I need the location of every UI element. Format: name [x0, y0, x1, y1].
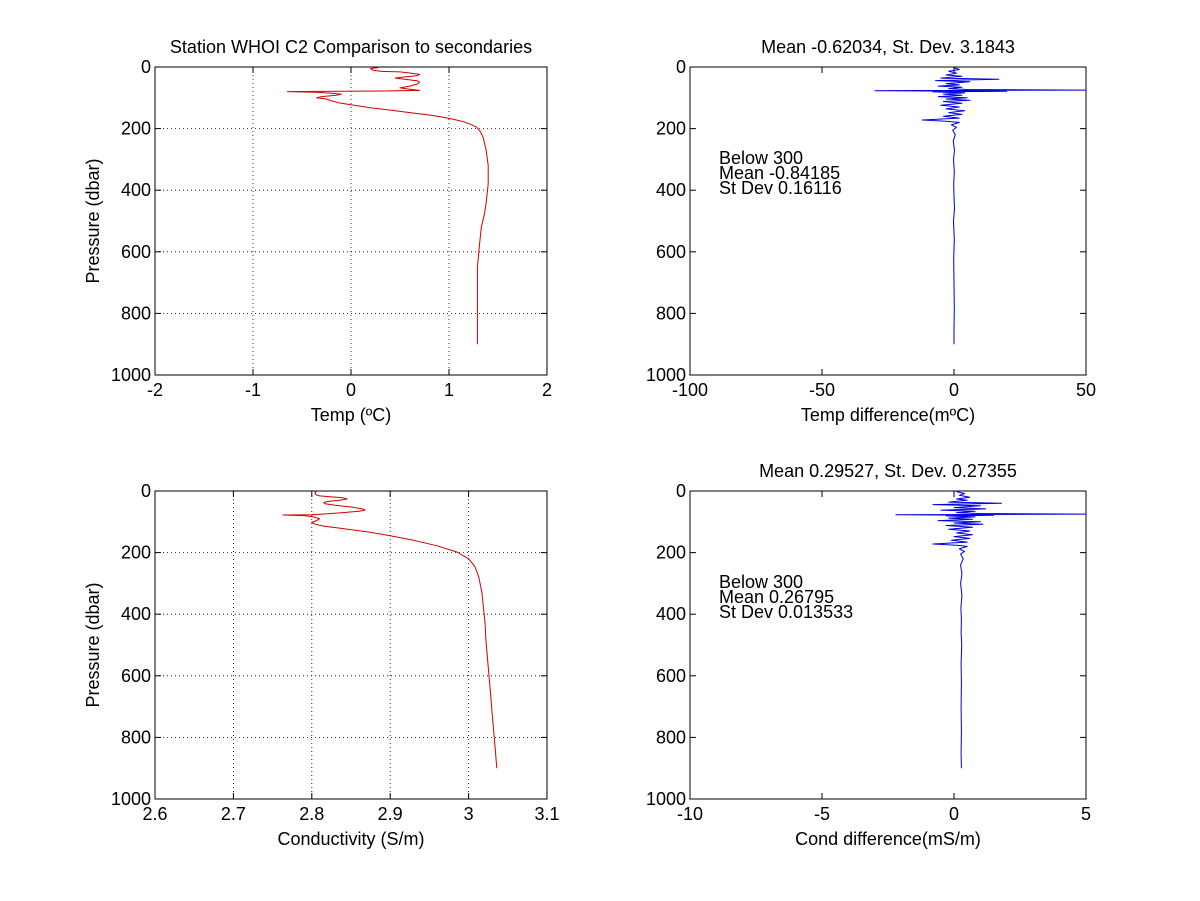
axes-frame	[689, 490, 1087, 800]
y-axis-label: Pressure (dbar)	[83, 158, 103, 283]
series-line	[895, 491, 1087, 769]
x-tick-label: 2.6	[142, 804, 167, 824]
x-tick-label: -5	[814, 804, 830, 824]
chart-title: Mean -0.62034, St. Dev. 3.1843	[761, 37, 1015, 57]
x-tick-label: -10	[677, 804, 703, 824]
y-tick-label: 600	[656, 666, 686, 686]
y-tick-label: 0	[141, 481, 151, 501]
y-tick-label: 600	[656, 242, 686, 262]
chart-title: Station WHOI C2 Comparison to secondarie…	[170, 37, 532, 57]
x-tick-label: 3	[464, 804, 474, 824]
stats-annotation-line: Below 300	[719, 572, 803, 592]
x-axis-label: Temp (ºC)	[311, 405, 392, 425]
axes-frame	[154, 490, 548, 800]
y-tick-label: 200	[656, 543, 686, 563]
y-tick-label: 200	[656, 119, 686, 139]
y-tick-label: 400	[656, 180, 686, 200]
x-tick-label: 0	[346, 380, 356, 400]
x-tick-label: 1	[444, 380, 454, 400]
series-line	[286, 67, 489, 345]
y-tick-label: 800	[656, 303, 686, 323]
x-tick-label: 2.9	[378, 804, 403, 824]
y-tick-label: 600	[121, 666, 151, 686]
y-tick-label: 800	[121, 303, 151, 323]
x-axis-label: Cond difference(mS/m)	[795, 829, 981, 849]
x-tick-label: -50	[809, 380, 835, 400]
y-axis-label: Pressure (dbar)	[83, 582, 103, 707]
y-tick-label: 1000	[646, 365, 686, 385]
y-tick-label: 1000	[111, 365, 151, 385]
x-tick-label: 5	[1081, 804, 1091, 824]
y-tick-label: 400	[121, 604, 151, 624]
y-tick-label: 1000	[646, 789, 686, 809]
y-tick-label: 600	[121, 242, 151, 262]
x-tick-label: 3.1	[534, 804, 559, 824]
stats-annotation-line: St Dev 0.013533	[719, 602, 853, 622]
subplot-conddiff: -10 -5 0 5 0 200 400 600 800 1000 Mean 0.29527, St…	[646, 461, 1091, 849]
chart-title: Mean 0.29527, St. Dev. 0.27355	[759, 461, 1017, 481]
y-tick-label: 400	[121, 180, 151, 200]
y-tick-label: 400	[656, 604, 686, 624]
y-tick-label: 200	[121, 543, 151, 563]
series-line	[282, 491, 498, 769]
x-tick-label: 0	[949, 804, 959, 824]
series-line	[874, 67, 1087, 345]
x-tick-label: 2.7	[221, 804, 246, 824]
subplot-temp: -2 -1 0 1 2 0 200 400 600 800 1000 Station WHOI C2 …	[83, 37, 552, 425]
x-tick-label: 2.8	[299, 804, 324, 824]
x-tick-label: 2	[542, 380, 552, 400]
y-tick-label: 200	[121, 119, 151, 139]
x-tick-label: -1	[245, 380, 261, 400]
x-tick-label: 0	[949, 380, 959, 400]
y-tick-label: 1000	[111, 789, 151, 809]
y-tick-label: 0	[141, 57, 151, 77]
y-tick-label: 0	[676, 481, 686, 501]
y-tick-label: 0	[676, 57, 686, 77]
y-tick-label: 800	[121, 727, 151, 747]
stats-annotation-line: Mean -0.84185	[719, 163, 840, 183]
y-tick-label: 800	[656, 727, 686, 747]
subplot-cond: 2.6 2.7 2.8 2.9 3 3.1 0 200 400 600 800 1000 Conduct…	[83, 481, 560, 849]
stats-annotation-line: Mean 0.26795	[719, 587, 834, 607]
axes-frame	[689, 66, 1087, 376]
subplot-tempdiff: -100 -50 0 50 0 200 400 600 800 1000 Mean -0.62034…	[646, 37, 1096, 425]
x-axis-label: Conductivity (S/m)	[277, 829, 424, 849]
x-axis-label: Temp difference(mºC)	[801, 405, 975, 425]
stats-annotation-line: St Dev 0.16116	[719, 178, 842, 198]
stats-annotation-line: Below 300	[719, 148, 803, 168]
x-tick-label: 50	[1076, 380, 1096, 400]
axes-frame	[154, 66, 548, 376]
x-tick-label: -100	[672, 380, 708, 400]
x-tick-label: -2	[147, 380, 163, 400]
